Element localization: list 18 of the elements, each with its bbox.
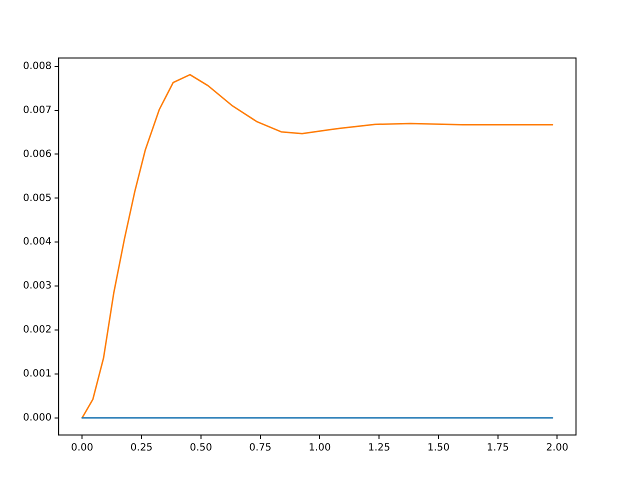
x-tick-label: 1.75	[486, 442, 509, 454]
y-tick-label: 0.007	[22, 104, 52, 116]
y-tick-label: 0.001	[22, 368, 52, 380]
y-tick-label: 0.006	[22, 148, 52, 160]
x-tick-label: 1.50	[427, 442, 450, 454]
x-tick-label: 0.00	[71, 442, 94, 454]
x-tick-label: 1.25	[368, 442, 390, 454]
y-tick-label: 0.004	[22, 236, 52, 248]
x-tick-label: 0.75	[249, 442, 272, 454]
x-tick-label: 1.00	[308, 442, 331, 454]
y-tick-label: 0.003	[22, 280, 52, 292]
x-tick-label: 2.00	[546, 442, 568, 454]
y-tick-label: 0.005	[22, 192, 52, 204]
x-tick-label: 0.25	[130, 442, 153, 454]
y-tick-label: 0.000	[22, 412, 52, 424]
x-tick-label: 0.50	[190, 442, 212, 454]
y-tick-label: 0.002	[22, 324, 52, 336]
y-tick-label: 0.008	[22, 60, 52, 72]
